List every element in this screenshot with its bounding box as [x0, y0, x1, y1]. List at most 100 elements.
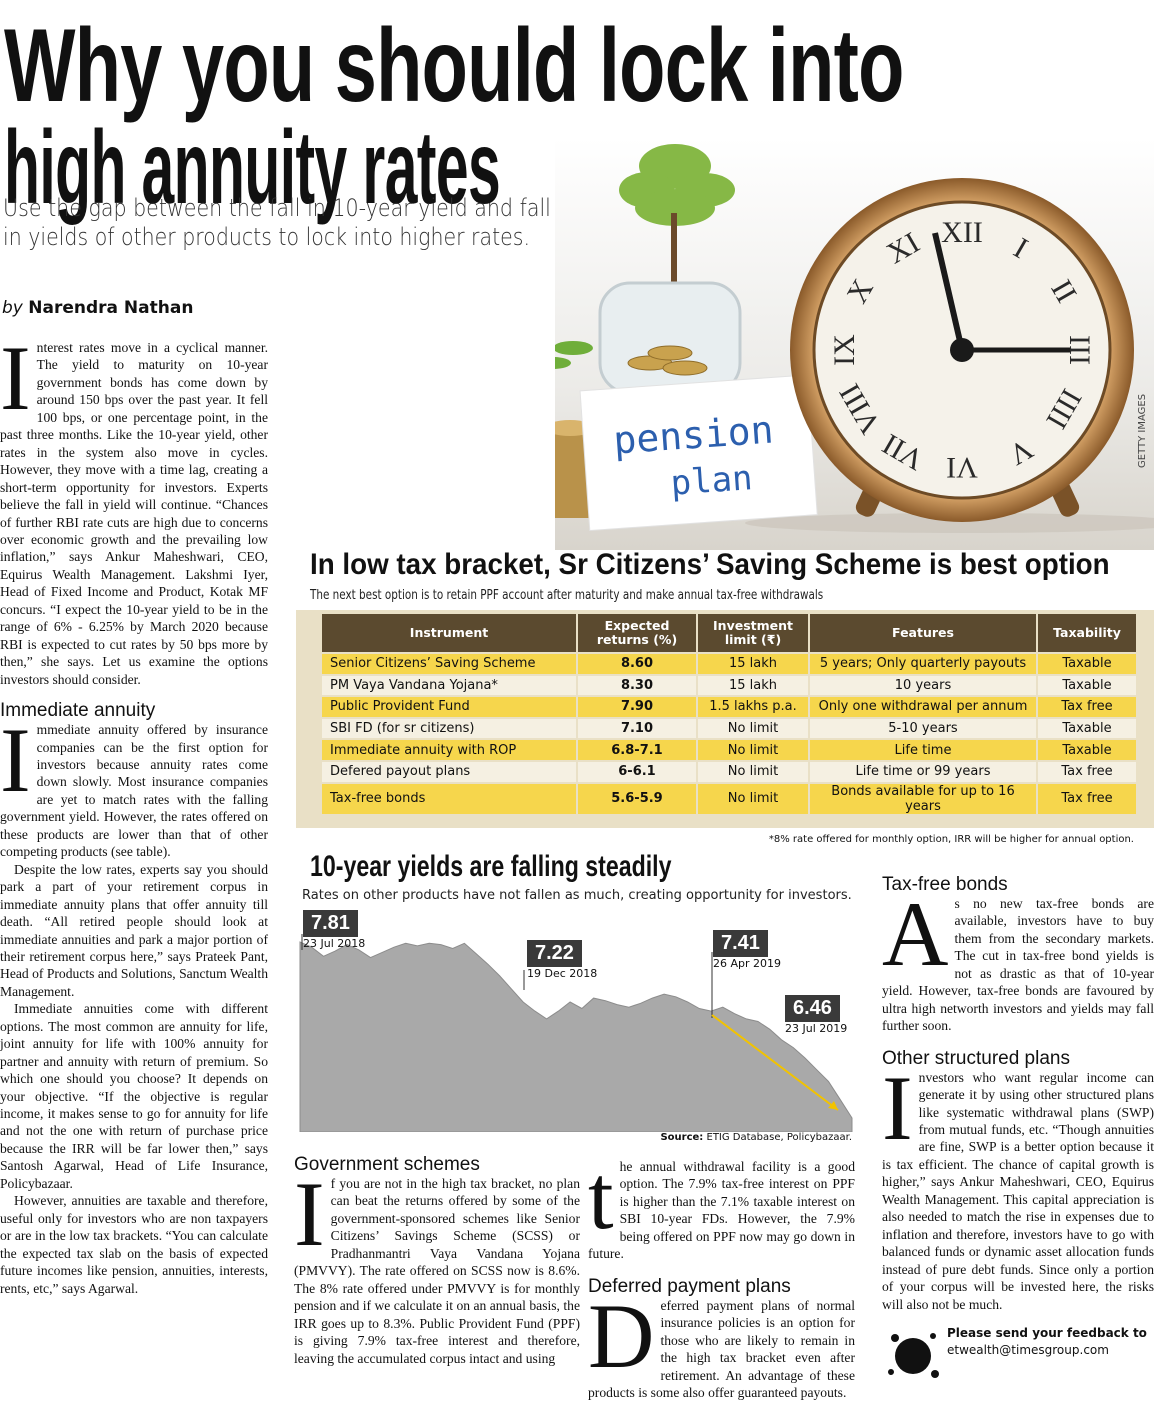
callout-value: 7.22: [527, 940, 582, 967]
table-panel: Instrument Expected returns (%) Investment…: [296, 610, 1154, 828]
table-cell: SBI FD (for sr citizens): [322, 718, 576, 739]
table-cell: 8.60: [578, 654, 696, 674]
chart-title-block: 10-year yields are falling steadily Rate…: [302, 850, 870, 903]
paragraph: However, annuities are taxable and there…: [0, 1193, 268, 1296]
table-cell: Taxable: [1038, 675, 1136, 696]
headline: Why you should lock into high annuity ra…: [4, 14, 1154, 220]
byline-author: Narendra Nathan: [28, 298, 194, 318]
callout-value: 7.81: [303, 910, 358, 937]
table-cell: 5 years; Only quarterly payouts: [810, 654, 1036, 674]
callout: 6.46 23 Jul 2019: [785, 995, 847, 1035]
table-cell: 5-10 years: [810, 718, 1036, 739]
table-cell: No limit: [698, 718, 808, 739]
right-column: Tax-free bonds As no new tax-free bonds …: [882, 875, 1154, 1313]
table-cell: Immediate annuity with ROP: [322, 740, 576, 760]
paragraph: As no new tax-free bonds are available, …: [882, 883, 1154, 1034]
chart-title: 10-year yields are falling steadily: [310, 850, 672, 883]
section-heading: Government schemes: [294, 1154, 480, 1175]
table-title-block: In low tax bracket, Sr Citizens’ Saving …: [310, 550, 1150, 603]
callout-date: 23 Jul 2018: [303, 937, 366, 950]
table-cell: No limit: [698, 740, 808, 760]
column: Government schemes If you are not in the…: [294, 1155, 580, 1367]
table-cell: Tax free: [1038, 783, 1136, 814]
table-header: Features: [810, 614, 1036, 652]
callout-date: 19 Dec 2018: [527, 967, 598, 980]
chart-source: Source: ETIG Database, Policybazaar.: [660, 1132, 852, 1143]
table-row: Senior Citizens’ Saving Scheme 8.60 15 lak…: [322, 654, 1136, 674]
deck-line: Use the gap between the fall in 10-year …: [3, 194, 551, 222]
paragraph: Immediate annuity offered by insurance c…: [0, 709, 268, 860]
table-header: Investment limit (₹): [698, 614, 808, 652]
table-cell: Taxable: [1038, 718, 1136, 739]
paragraph: If you are not in the high tax bracket, …: [294, 1163, 580, 1366]
table-cell: Tax-free bonds: [322, 783, 576, 814]
yield-area: [299, 941, 853, 1132]
feedback-box: Please send your feedback to etwealth@ti…: [885, 1322, 1153, 1382]
deck-line: in yields of other products to lock into…: [3, 223, 530, 251]
clock-numeral: IX: [828, 334, 861, 366]
table-cell: 15 lakh: [698, 675, 808, 696]
table-row: Immediate annuity with ROP 6.8-7.1 No limi…: [322, 740, 1136, 760]
paragraph: the annual withdrawal facility is a good…: [588, 1146, 855, 1262]
table-cell: Defered payout plans: [322, 761, 576, 782]
table-header: Instrument: [322, 614, 576, 652]
table-cell: Taxable: [1038, 654, 1136, 674]
table-cell: 15 lakh: [698, 654, 808, 674]
section-heading: Immediate annuity: [0, 700, 156, 722]
section-heading: Other structured plans: [882, 1047, 1070, 1069]
sign-text: plan: [669, 458, 753, 504]
paragraph: Immediate annuities come with different …: [0, 1001, 268, 1191]
clock-numeral: XII: [941, 216, 983, 249]
left-column: Interest rates move in a cyclical manner…: [0, 327, 268, 1297]
headline-line: Why you should lock into: [4, 8, 904, 124]
table-title: In low tax bracket, Sr Citizens’ Saving …: [310, 548, 1110, 581]
feedback-text: Please send your feedback to: [947, 1326, 1147, 1340]
paragraph: Deferred payment plans of normal insuran…: [588, 1284, 855, 1400]
yield-chart: [299, 934, 853, 1132]
table-cell: 6-6.1: [578, 761, 696, 782]
table-cell: Senior Citizens’ Saving Scheme: [322, 654, 576, 674]
table-subtitle: The next best option is to retain PPF ac…: [310, 587, 824, 603]
table-cell: 1.5 lakhs p.a.: [698, 697, 808, 717]
callout: 7.22 19 Dec 2018: [527, 940, 597, 980]
trend-arrowhead: [828, 1101, 838, 1110]
table-cell: Public Provident Fund: [322, 697, 576, 717]
section-heading: Deferred payment plans: [588, 1275, 791, 1297]
source-text: ETIG Database, Policybazaar.: [706, 1132, 853, 1143]
table-cell: 6.8-7.1: [578, 740, 696, 760]
table-cell: No limit: [698, 783, 808, 814]
paragraph: Interest rates move in a cyclical manner…: [0, 327, 268, 687]
feedback-email: etwealth@timesgroup.com: [947, 1343, 1109, 1357]
photo: pension plan XII IIIIIIIIIIVVIVIIVIIIIXXX…: [555, 138, 1154, 550]
table: Instrument Expected returns (%) Investment…: [320, 612, 1138, 816]
table-cell: Bonds available for up to 16 years: [810, 783, 1036, 814]
table-cell: Taxable: [1038, 740, 1136, 760]
callout: 7.41 26 Apr 2019: [713, 930, 781, 970]
callout-date: 26 Apr 2019: [713, 957, 782, 970]
paragraph: Despite the low rates, experts say you s…: [0, 861, 268, 999]
table-row: SBI FD (for sr citizens) 7.10 No limit 5-10…: [322, 718, 1136, 739]
table-row: Public Provident Fund 7.90 1.5 lakhs p.a. O…: [322, 697, 1136, 717]
table-header: Expected returns (%): [578, 614, 696, 652]
table-row: Defered payout plans 6-6.1 No limit Life ti…: [322, 761, 1136, 782]
table-cell: 10 years: [810, 675, 1036, 696]
table-cell: Only one withdrawal per annum: [810, 697, 1036, 717]
callout: 7.81 23 Jul 2018: [303, 910, 365, 950]
callout-value: 7.41: [713, 930, 768, 957]
table-cell: 5.6-5.9: [578, 783, 696, 814]
table-cell: Tax free: [1038, 697, 1136, 717]
table-cell: Life time or 99 years: [810, 761, 1036, 782]
table-row: Tax-free bonds 5.6-5.9 No limit Bonds avail…: [322, 783, 1136, 814]
source-label: Source:: [660, 1132, 704, 1143]
table-row: PM Vaya Vandana Yojana* 8.30 15 lakh 10 yea…: [322, 675, 1136, 696]
ink-icon: [888, 1333, 939, 1378]
callout-date: 23 Jul 2019: [785, 1022, 848, 1035]
photo-credit: GETTY IMAGES: [1137, 394, 1148, 468]
table-cell: Tax free: [1038, 761, 1136, 782]
table-cell: 7.90: [578, 697, 696, 717]
column: the annual withdrawal facility is a good…: [588, 1146, 855, 1401]
sign: pension plan: [579, 374, 818, 532]
byline: by Narendra Nathan: [2, 298, 193, 318]
